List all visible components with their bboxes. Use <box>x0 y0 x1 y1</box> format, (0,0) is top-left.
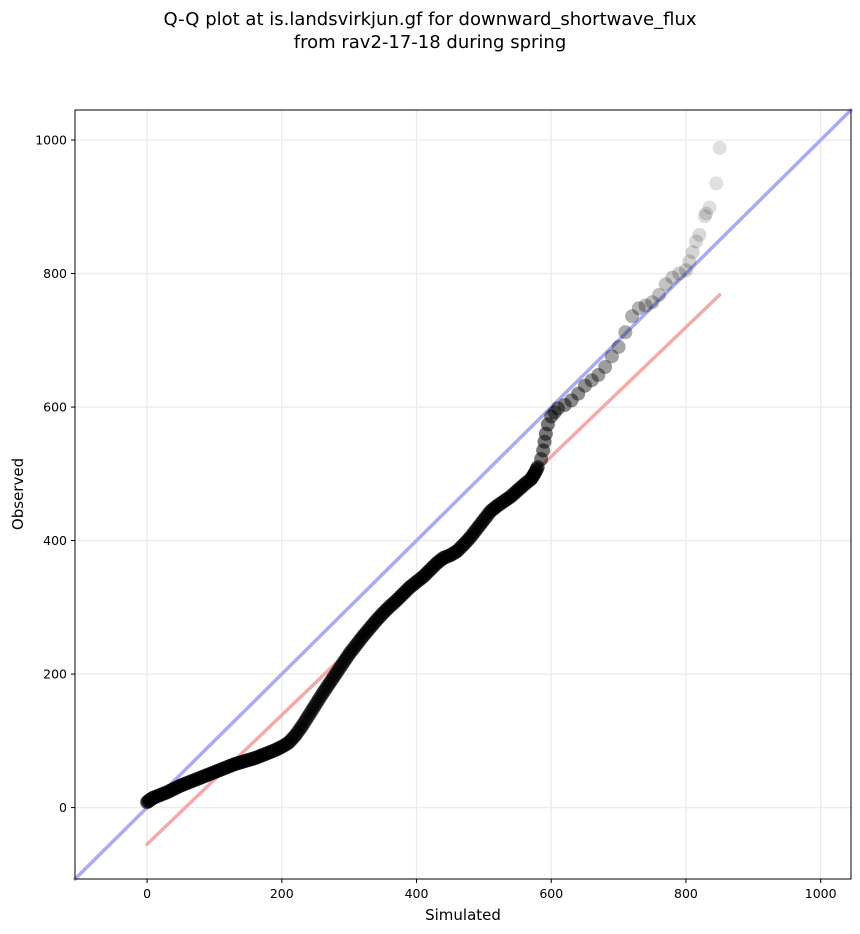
plot-frame <box>74 109 852 880</box>
qq-point <box>712 141 727 156</box>
qq-point <box>689 234 704 249</box>
qq-point <box>702 200 717 215</box>
reference-lines <box>73 108 853 881</box>
x-tick-label: 1000 <box>805 886 837 901</box>
qq-point <box>709 176 724 191</box>
y-tick-label: 1000 <box>35 133 67 148</box>
qq-point <box>682 254 697 269</box>
qq-point <box>699 206 714 221</box>
qq-point <box>571 386 586 401</box>
qq-point <box>591 368 606 383</box>
qq-point <box>611 339 626 354</box>
data-points <box>140 141 727 810</box>
qq-point <box>550 401 565 416</box>
qq-point <box>658 277 673 292</box>
qq-point <box>697 209 712 224</box>
y-tick-label: 600 <box>43 400 67 415</box>
x-tick-label: 600 <box>539 886 563 901</box>
qq-point <box>645 295 660 310</box>
qq-point <box>577 378 592 393</box>
qq-point <box>625 309 640 324</box>
x-tick-label: 200 <box>270 886 294 901</box>
x-tick-label: 400 <box>405 886 429 901</box>
qq-point <box>692 227 707 242</box>
qq-point <box>564 393 579 408</box>
y-tick-label: 400 <box>43 533 67 548</box>
x-tick-label: 800 <box>674 886 698 901</box>
one-to-one-line <box>73 108 853 881</box>
qq-point <box>598 360 613 375</box>
qq-point <box>584 373 599 388</box>
axis-ticks: 0 200 400 600 800 1000 0 200 400 600 800 1000 <box>35 133 836 901</box>
y-tick-label: 0 <box>59 800 67 815</box>
qq-point <box>652 287 667 302</box>
y-tick-label: 800 <box>43 266 67 281</box>
x-axis-label: Simulated <box>425 906 501 924</box>
chart-title-line-1: Q-Q plot at is.landsvirkjun.gf for downw… <box>163 9 697 30</box>
qq-point <box>685 245 700 260</box>
y-axis-label: Observed <box>9 458 27 530</box>
qq-point <box>638 298 653 313</box>
qq-point <box>631 301 646 316</box>
qq-point <box>604 349 619 364</box>
qq-point <box>618 325 633 340</box>
y-tick-label: 200 <box>43 667 67 682</box>
chart-title-line-2: from rav2-17-18 during spring <box>293 32 567 53</box>
qq-point <box>665 270 680 285</box>
qq-point <box>678 263 693 278</box>
qq-point <box>557 398 572 413</box>
qq-point <box>672 266 687 281</box>
x-tick-label: 0 <box>143 886 151 901</box>
